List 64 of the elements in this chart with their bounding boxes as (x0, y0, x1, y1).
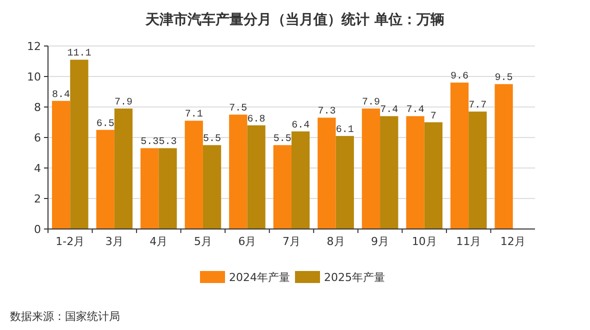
data-label: 5.3 (140, 137, 159, 148)
data-label: 5.5 (203, 134, 222, 146)
data-label: 6.8 (247, 114, 266, 126)
data-label: 7.7 (468, 100, 487, 112)
bar (494, 84, 513, 229)
bar (380, 116, 398, 229)
bar (70, 60, 88, 229)
y-tick-label: 0 (34, 223, 41, 236)
x-tick-label: 3月 (105, 235, 124, 248)
x-tick-label: 10月 (412, 235, 437, 248)
data-label: 8.4 (52, 90, 70, 101)
data-label: 7.4 (406, 105, 424, 116)
data-label: 11.1 (67, 48, 92, 60)
bar (229, 114, 248, 229)
data-label: 7.9 (362, 98, 380, 109)
data-label: 6.5 (96, 118, 114, 130)
data-label: 7 (430, 111, 436, 122)
bar (450, 82, 469, 229)
source-note: 数据来源：国家统计局 (10, 310, 120, 323)
data-label: 7.9 (114, 98, 132, 109)
y-tick-label: 6 (34, 132, 41, 144)
x-tick-label: 5月 (194, 235, 212, 248)
y-tick-label: 2 (34, 192, 41, 206)
bar (273, 145, 292, 229)
y-tick-label: 12 (27, 40, 41, 53)
data-label: 9.6 (450, 72, 469, 83)
x-tick-label: 6月 (238, 235, 256, 248)
data-label: 7.5 (229, 104, 248, 115)
y-tick-label: 8 (34, 101, 41, 114)
y-tick-label: 4 (34, 162, 41, 175)
data-label: 6.1 (336, 124, 354, 136)
bar (184, 120, 203, 229)
x-tick-label: 11月 (456, 235, 482, 248)
chart-title: 天津市汽车产量分月（当月值）统计 单位：万辆 (144, 11, 444, 28)
bar (362, 108, 380, 229)
bar (336, 136, 354, 229)
x-tick-label: 7月 (282, 235, 300, 248)
x-tick-label: 12月 (500, 235, 526, 248)
bar (468, 112, 487, 229)
legend-label: 2024年产量 (229, 271, 290, 284)
data-label: 5.3 (158, 137, 177, 148)
bar (202, 145, 222, 229)
x-tick-label: 8月 (326, 235, 345, 248)
bar (318, 118, 336, 229)
x-tick-label: 9月 (371, 235, 390, 248)
bar (247, 125, 266, 229)
bar (140, 148, 159, 229)
x-tick-label: 4月 (150, 235, 168, 248)
bar (292, 131, 310, 229)
bar (96, 130, 114, 229)
bar (114, 108, 133, 229)
data-label: 7.1 (184, 110, 203, 121)
data-label: 7.4 (380, 105, 398, 116)
bar (424, 122, 442, 229)
data-label: 5.5 (273, 134, 292, 146)
y-tick-label: 10 (27, 70, 41, 84)
x-tick-label: 1-2月 (56, 235, 85, 248)
bar (406, 116, 424, 229)
legend-label: 2025年产量 (324, 271, 385, 284)
data-label: 9.5 (494, 73, 513, 84)
data-label: 6.4 (292, 120, 310, 132)
bar (158, 148, 177, 229)
bar (52, 100, 70, 229)
data-label: 7.3 (318, 106, 336, 118)
